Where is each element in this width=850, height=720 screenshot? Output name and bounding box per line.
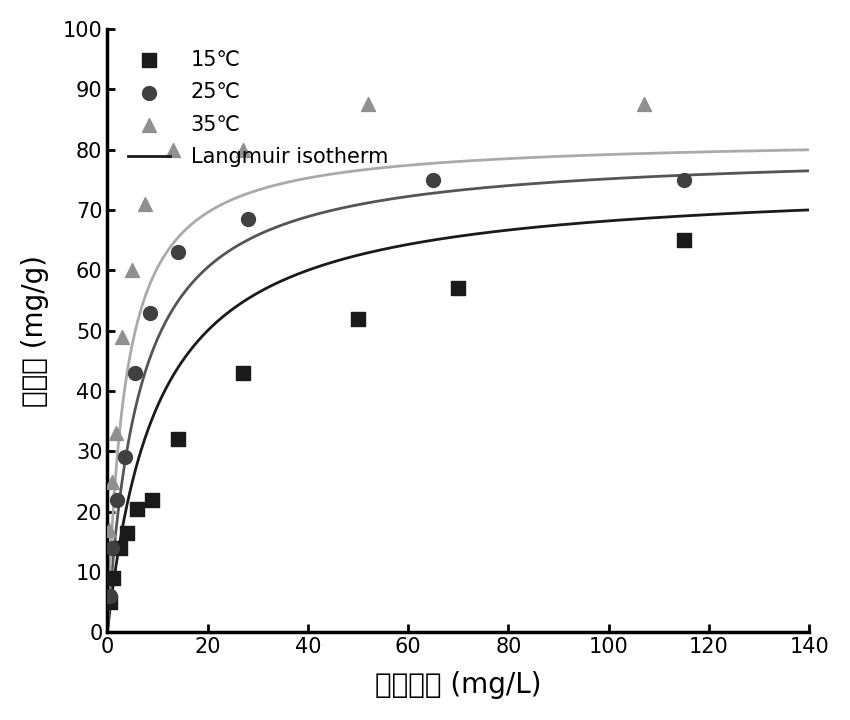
Point xyxy=(113,542,127,554)
Point xyxy=(236,144,250,156)
Point xyxy=(677,234,691,246)
Point xyxy=(171,433,184,445)
Point xyxy=(166,144,179,156)
Point xyxy=(103,524,116,536)
Point xyxy=(110,494,124,505)
Point xyxy=(118,451,132,463)
Point xyxy=(105,476,119,487)
X-axis label: 平衡浓度 (mg/L): 平衡浓度 (mg/L) xyxy=(375,671,541,699)
Point xyxy=(677,174,691,186)
Point xyxy=(451,283,465,294)
Point xyxy=(116,331,129,343)
Point xyxy=(121,527,134,539)
Point xyxy=(171,246,184,258)
Point xyxy=(241,213,254,225)
Point xyxy=(131,503,145,515)
Point xyxy=(145,494,159,505)
Point xyxy=(103,596,116,608)
Y-axis label: 吸附量 (mg/g): 吸附量 (mg/g) xyxy=(21,255,48,407)
Legend: 15℃, 25℃, 35℃, Langmuir isotherm: 15℃, 25℃, 35℃, Langmuir isotherm xyxy=(118,40,399,178)
Point xyxy=(128,367,142,379)
Point xyxy=(110,428,123,439)
Point xyxy=(126,264,139,276)
Point xyxy=(427,174,440,186)
Point xyxy=(637,99,650,110)
Point xyxy=(139,198,152,210)
Point xyxy=(103,590,116,602)
Point xyxy=(351,312,365,324)
Point xyxy=(143,307,156,318)
Point xyxy=(361,99,375,110)
Point xyxy=(105,542,119,554)
Point xyxy=(236,367,250,379)
Point xyxy=(106,572,120,584)
